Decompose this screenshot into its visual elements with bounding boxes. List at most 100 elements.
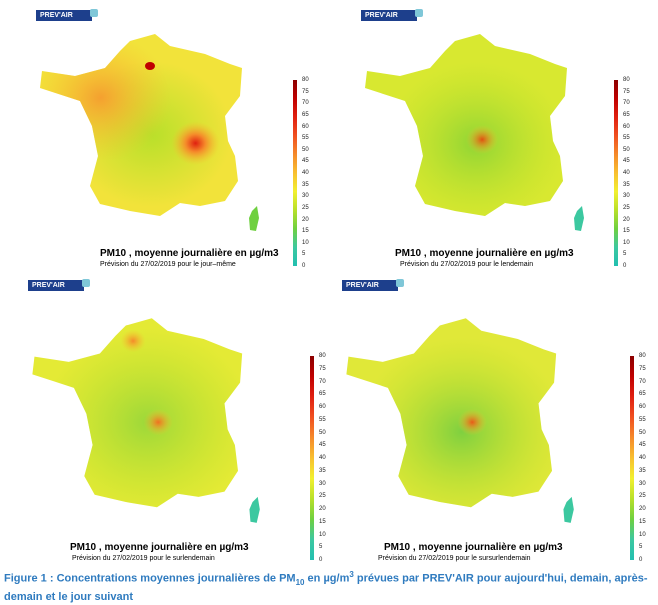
prevair-logo: PREV'AIR (342, 279, 404, 291)
scale-tick-label: 10 (319, 531, 326, 538)
caption-text-2: en µg/m (304, 572, 350, 585)
scale-tick-label: 40 (623, 170, 630, 176)
scale-tick-label: 5 (623, 251, 627, 258)
scale-tick-label: 15 (319, 518, 326, 525)
scale-tick-label: 0 (623, 263, 627, 269)
scale-tick-label: 50 (302, 146, 309, 153)
scale-tick-label: 55 (639, 416, 646, 423)
scale-tick-label: 45 (623, 158, 630, 165)
france-map (346, 318, 574, 523)
scale-tick-label: 65 (302, 111, 309, 118)
color-scale-bar (310, 356, 314, 560)
scale-tick-label: 30 (319, 480, 326, 487)
caption-sub: 10 (295, 577, 305, 587)
logo-mark-icon (82, 279, 90, 287)
scale-tick-label: 10 (639, 531, 646, 538)
scale-tick-label: 15 (623, 228, 630, 235)
color-scale-bar (614, 80, 618, 266)
scale-tick-label: 5 (639, 544, 643, 551)
scale-tick-label: 10 (623, 239, 630, 246)
scale-tick-label: 80 (319, 353, 326, 359)
scale-tick-label: 40 (302, 170, 309, 176)
caption-label: Figure 1 : (4, 572, 54, 585)
france-map (32, 318, 260, 523)
scale-tick-label: 70 (302, 100, 309, 107)
scale-tick-label: 80 (623, 77, 630, 83)
color-scale-bar (293, 80, 297, 266)
scale-tick-label: 20 (302, 216, 309, 223)
scale-tick-label: 25 (302, 204, 309, 211)
corsica-shape (249, 206, 259, 231)
france-map (365, 34, 584, 231)
prevair-logo: PREV'AIR (28, 279, 90, 291)
scale-tick-label: 50 (623, 146, 630, 153)
logo-text: PREV'AIR (346, 282, 379, 289)
scale-tick-label: 0 (302, 263, 306, 269)
scale-tick-label: 20 (623, 216, 630, 223)
scale-tick-label: 50 (319, 429, 326, 436)
scale-tick-label: 70 (639, 378, 646, 385)
panel-subtitle: Prévision du 27/02/2019 pour le surlende… (72, 555, 215, 562)
scale-tick-label: 40 (319, 455, 326, 461)
scale-tick-label: 60 (319, 404, 326, 410)
map-panel-today: PREV'AIR PM10 , moyenne journalière en µ… (30, 6, 320, 271)
scale-tick-label: 45 (319, 442, 326, 449)
logo-mark-icon (396, 279, 404, 287)
map-panel-tomorrow: PREV'AIR PM10 , moyenne journalière en µ… (355, 6, 645, 271)
prevair-logo: PREV'AIR (36, 9, 98, 21)
scale-tick-label: 20 (319, 506, 326, 512)
scale-tick-label: 60 (639, 404, 646, 410)
scale-tick-label: 35 (639, 467, 646, 474)
scale-tick-label: 50 (639, 429, 646, 436)
logo-mark-icon (415, 9, 423, 17)
caption-sup: 3 (349, 570, 354, 579)
logo-text: PREV'AIR (32, 282, 65, 289)
scale-tick-label: 5 (302, 251, 306, 258)
logo-mark-icon (90, 9, 98, 17)
panel-subtitle: Prévision du 27/02/2019 pour le sursurle… (378, 555, 531, 562)
scale-tick-label: 20 (639, 506, 646, 512)
scale-tick-label: 75 (623, 88, 630, 95)
scale-tick-label: 15 (302, 228, 309, 235)
scale-tick-label: 5 (319, 544, 323, 551)
panel-title: PM10 , moyenne journalière en µg/m3 (384, 542, 563, 553)
scale-tick-label: 75 (639, 365, 646, 372)
scale-tick-label: 0 (319, 557, 323, 563)
scale-tick-label: 10 (302, 239, 309, 246)
caption-text-1: Concentrations moyennes journalières de … (56, 572, 296, 585)
scale-tick-label: 55 (302, 135, 309, 142)
map-panel-day-after: PREV'AIR PM10 , moyenne journalière en µ… (22, 276, 322, 566)
scale-tick-label: 35 (623, 181, 630, 188)
logo-text: PREV'AIR (40, 12, 73, 19)
prevair-logo: PREV'AIR (361, 9, 423, 21)
france-map (40, 34, 259, 231)
scale-tick-label: 60 (623, 123, 630, 130)
scale-tick-label: 65 (319, 391, 326, 398)
scale-tick-label: 60 (302, 123, 309, 130)
scale-tick-label: 30 (302, 193, 309, 200)
panel-subtitle: Prévision du 27/02/2019 pour le jour–mêm… (100, 261, 236, 268)
figure-caption: Figure 1 : Concentrations moyennes journ… (4, 567, 654, 605)
color-scale-bar (630, 356, 634, 560)
panel-title: PM10 , moyenne journalière en µg/m3 (100, 248, 279, 259)
scale-tick-label: 45 (639, 442, 646, 449)
scale-tick-label: 70 (319, 378, 326, 385)
scale-tick-label: 30 (639, 480, 646, 487)
scale-tick-label: 80 (639, 353, 646, 359)
scale-tick-label: 70 (623, 100, 630, 107)
scale-tick-label: 65 (639, 391, 646, 398)
scale-tick-label: 75 (319, 365, 326, 372)
scale-tick-label: 80 (302, 77, 309, 83)
scale-tick-label: 65 (623, 111, 630, 118)
scale-tick-label: 55 (319, 416, 326, 423)
scale-tick-label: 55 (623, 135, 630, 142)
panel-title: PM10 , moyenne journalière en µg/m3 (395, 248, 574, 259)
scale-tick-label: 35 (319, 467, 326, 474)
scale-tick-label: 35 (302, 181, 309, 188)
caption-text-3: prévues par PREV'AIR pour aujourd'hui, d… (4, 572, 648, 603)
scale-tick-label: 0 (639, 557, 643, 563)
panel-subtitle: Prévision du 27/02/2019 pour le lendemai… (400, 261, 534, 268)
scale-tick-label: 75 (302, 88, 309, 95)
scale-tick-label: 15 (639, 518, 646, 525)
panel-title: PM10 , moyenne journalière en µg/m3 (70, 542, 249, 553)
